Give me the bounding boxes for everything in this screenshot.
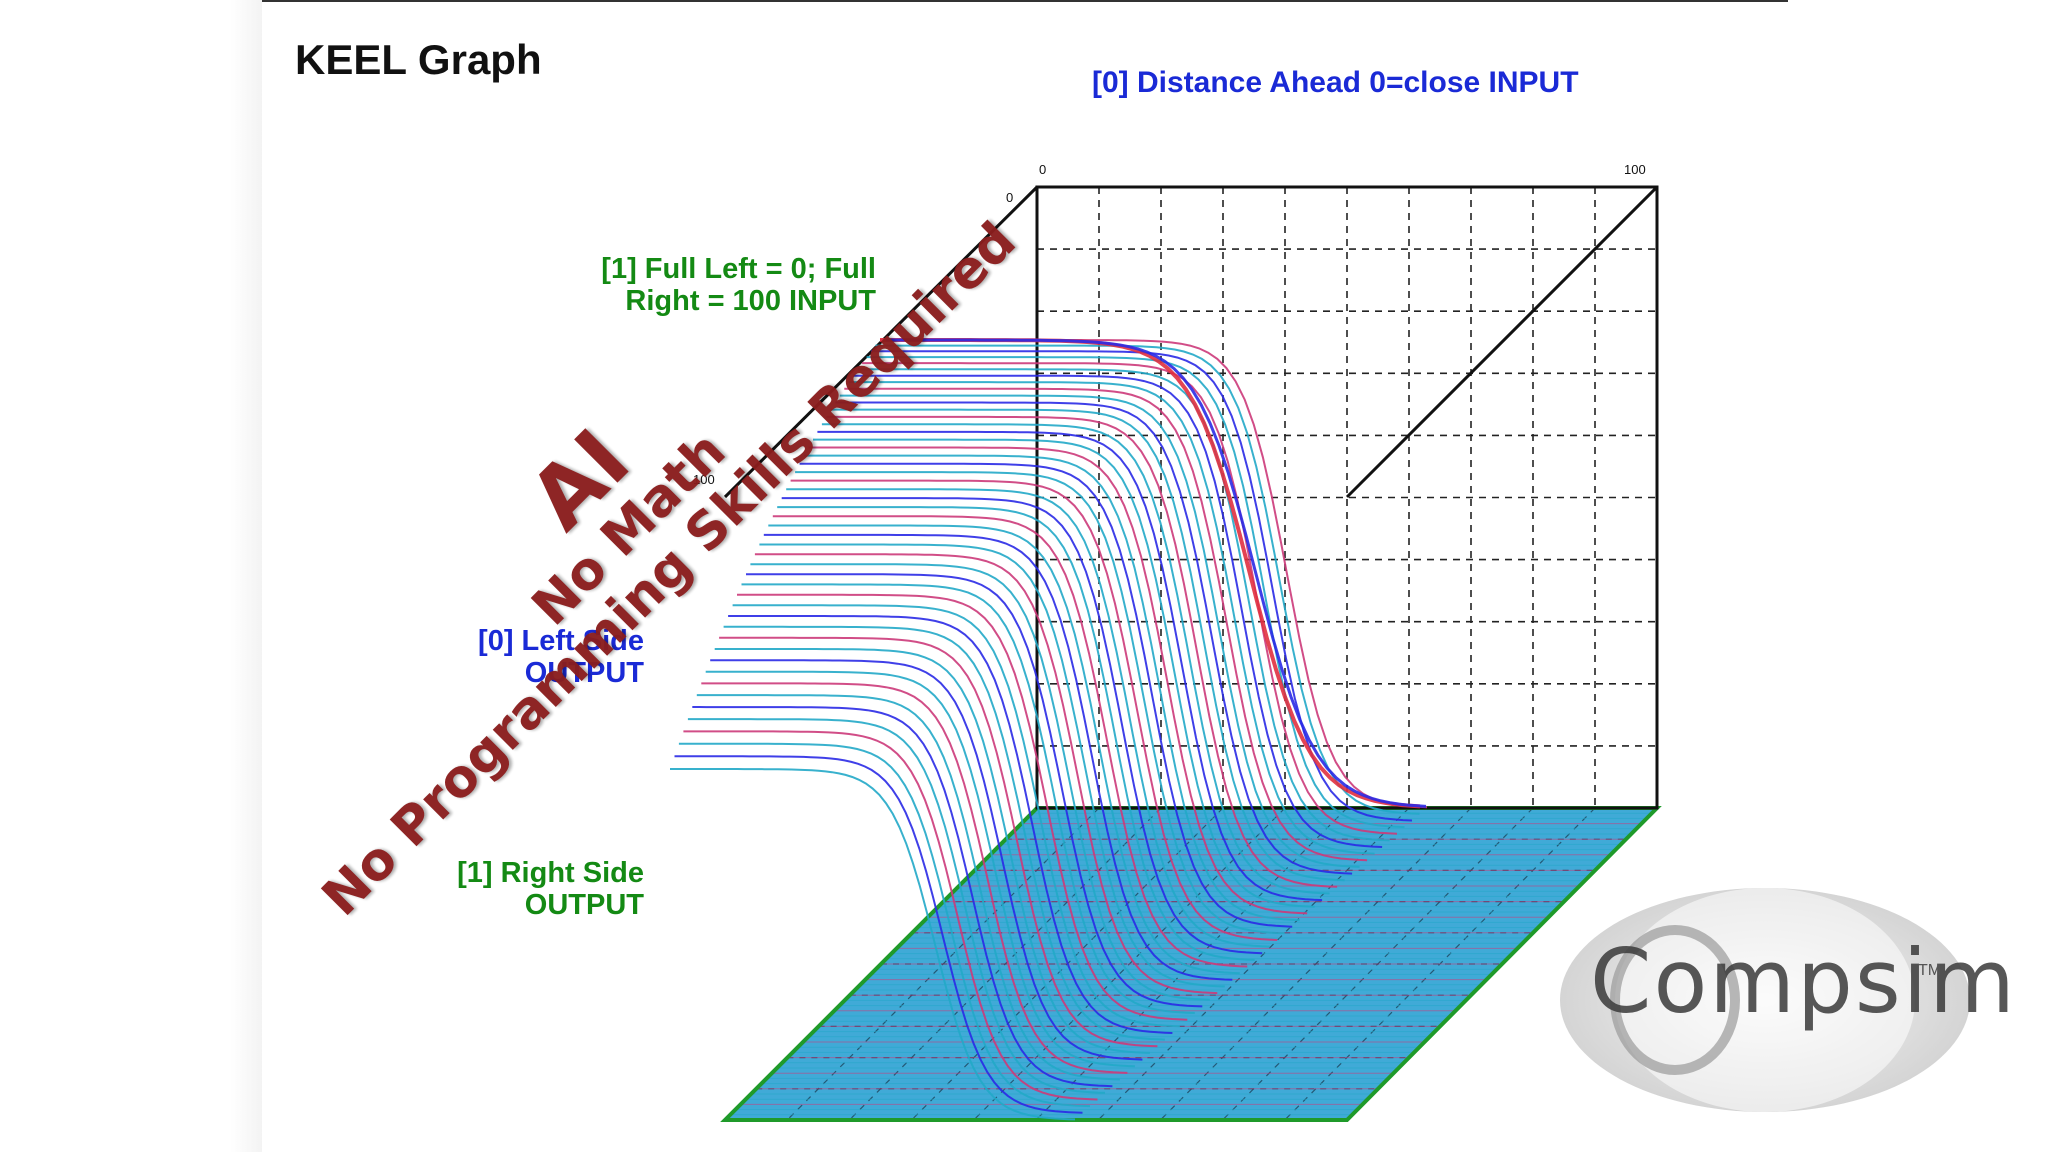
- axes-frame: [723, 185, 1659, 810]
- surface-curve: [777, 506, 1255, 961]
- surface-curve: [844, 387, 1368, 862]
- surface-curve: [835, 401, 1353, 875]
- surface-curve: [692, 706, 1113, 1088]
- logo-trademark: TM: [1918, 962, 1942, 979]
- input0-axis-label: [0] Distance Ahead 0=close INPUT: [1092, 66, 1579, 99]
- tick-input0-start: 0: [1039, 162, 1047, 177]
- surface-curve: [670, 768, 1076, 1121]
- surface-curve: [723, 625, 1165, 1041]
- surface-curve: [786, 488, 1270, 948]
- surface-curve: [817, 430, 1323, 902]
- surface-curve: [826, 415, 1338, 888]
- surface-curve: [763, 533, 1233, 981]
- surface-curve: [768, 524, 1240, 975]
- surface-curve: [795, 471, 1285, 935]
- surface-curve: [741, 583, 1195, 1014]
- surface-curve: [746, 573, 1203, 1008]
- output-left-label: [0] Left Side OUTPUT: [478, 625, 644, 690]
- surface-curve: [813, 438, 1315, 908]
- compsim-logo: [1560, 888, 1970, 1112]
- tick-input1-start: 0: [1006, 190, 1014, 205]
- surface-curve: [857, 368, 1390, 842]
- surface-curve: [839, 394, 1360, 868]
- surface-curve: [674, 755, 1083, 1114]
- slide-margin: [0, 0, 262, 1152]
- surface-curves: [670, 338, 1428, 1121]
- surface-curve: [804, 454, 1300, 922]
- tick-input0-end: 100: [1624, 162, 1646, 177]
- logo-c-ring: [1610, 925, 1740, 1075]
- surface-curve: [710, 659, 1143, 1061]
- surface-curve: [705, 670, 1135, 1068]
- surface-curve: [790, 479, 1278, 941]
- surface-curve: [866, 356, 1405, 829]
- surface-curve: [862, 362, 1398, 835]
- surface-curve: [821, 423, 1330, 895]
- surface-curve: [728, 615, 1173, 1034]
- surface-curve: [683, 730, 1098, 1101]
- diagonal-axis: [1345, 185, 1659, 499]
- surface-curve: [701, 682, 1128, 1074]
- tick-input1-end: 100: [693, 472, 715, 487]
- input1-axis-label: [1] Full Left = 0; Full Right = 100 INPU…: [601, 253, 876, 318]
- surface-curve: [678, 742, 1091, 1108]
- surface-curve: [714, 648, 1150, 1054]
- surface-curve: [732, 604, 1180, 1028]
- surface-curve: [750, 563, 1210, 1001]
- surface-curve: [737, 593, 1188, 1021]
- top-rule: [262, 0, 1788, 2]
- floor-plane: [720, 806, 1662, 1122]
- surface-curve: [848, 381, 1375, 855]
- surface-curve: [772, 515, 1248, 968]
- output-right-label: [1] Right Side OUTPUT: [457, 857, 644, 922]
- logo-ring-inner: [1615, 888, 1915, 1112]
- back-wall-frame: [1035, 185, 1659, 810]
- surface-curve: [853, 374, 1383, 848]
- surface-edge-blue: [886, 338, 1427, 808]
- surface-curve: [719, 636, 1158, 1048]
- surface-curve: [696, 694, 1120, 1081]
- surface-curve: [754, 553, 1218, 995]
- surface-curve: [759, 543, 1225, 988]
- surface-curve: [808, 446, 1308, 915]
- surface-curve: [830, 408, 1345, 882]
- surface-curve: [687, 718, 1106, 1094]
- surface-curve: [799, 462, 1293, 928]
- surface-curve: [781, 497, 1263, 955]
- logo-text: Compsim: [1590, 930, 2017, 1033]
- page-title: KEEL Graph: [295, 36, 542, 83]
